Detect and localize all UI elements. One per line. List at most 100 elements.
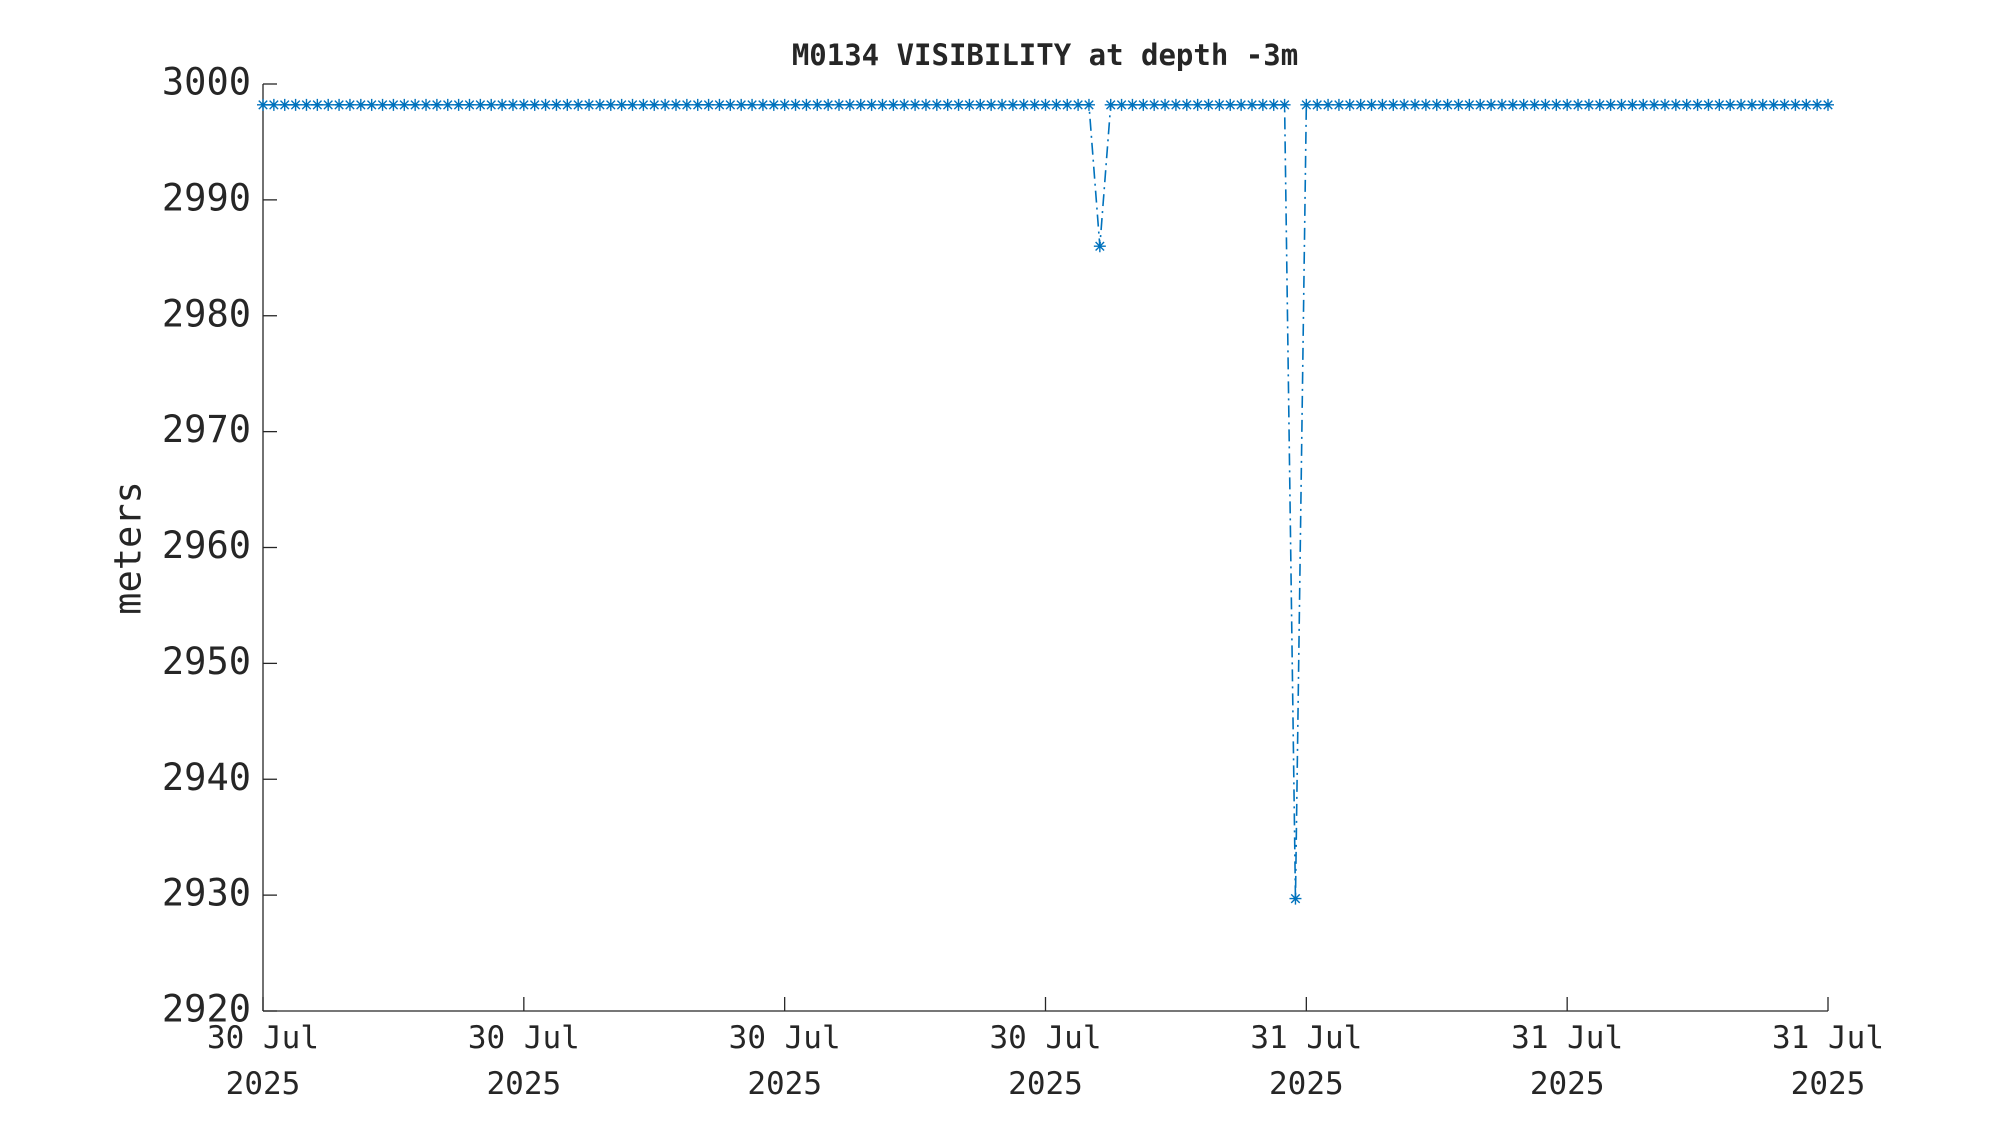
data-point: [887, 98, 900, 111]
data-point: [1811, 98, 1824, 111]
data-point: [1365, 98, 1378, 111]
data-point: [1126, 98, 1139, 111]
x-tick-label-box: 31 Jul 2025: [1250, 1020, 1363, 1102]
data-point: [996, 98, 1009, 111]
data-point: [485, 98, 498, 111]
data-point: [430, 98, 443, 111]
data-point: [1485, 98, 1498, 111]
data-point: [843, 98, 856, 111]
data-point: [822, 98, 835, 111]
data-point: [1441, 98, 1454, 111]
chart-title: M0134 VISIBILITY at depth -3m: [792, 38, 1298, 72]
data-point: [1332, 98, 1345, 111]
data-point: [452, 98, 465, 111]
data-point: [811, 98, 824, 111]
x-tick-label-box: 30 Jul 2025: [468, 1020, 580, 1102]
data-point: [343, 98, 356, 111]
data-point: [1180, 98, 1193, 111]
x-tick-label: 30 Jul 2025: [207, 1020, 319, 1102]
y-tick-label: 2940: [162, 756, 251, 799]
data-point: [648, 98, 661, 111]
data-point: [1778, 98, 1791, 111]
data-point: [289, 98, 302, 111]
data-point: [420, 98, 433, 111]
data-point: [1572, 98, 1585, 111]
data-point: [1648, 98, 1661, 111]
data-point: [865, 98, 878, 111]
data-point: [1517, 98, 1530, 111]
data-point: [1474, 98, 1487, 111]
data-point: [1745, 98, 1758, 111]
y-tick-label: 2960: [162, 524, 251, 567]
data-point: [735, 98, 748, 111]
data-point: [767, 98, 780, 111]
data-point: [322, 98, 335, 111]
data-point: [376, 98, 389, 111]
data-point: [909, 98, 922, 111]
data-point: [1354, 98, 1367, 111]
data-point: [1626, 98, 1639, 111]
data-point: [1822, 98, 1834, 111]
data-point: [702, 98, 715, 111]
data-point: [572, 98, 585, 111]
data-point: [1669, 98, 1682, 111]
data-point: [409, 98, 422, 111]
data-point: [680, 98, 693, 111]
data-point: [1115, 98, 1128, 111]
data-point: [1322, 98, 1335, 111]
data-point: [1495, 98, 1508, 111]
data-point: [854, 98, 867, 111]
data-point: [1398, 98, 1411, 111]
data-point: [637, 98, 650, 111]
data-point: [561, 98, 574, 111]
data-point: [1278, 98, 1291, 111]
data-point: [1267, 98, 1280, 111]
data-point: [876, 98, 889, 111]
data-point: [1104, 98, 1117, 111]
data-point: [1702, 98, 1715, 111]
data-point: [1311, 98, 1324, 111]
y-tick-label: 2920: [162, 988, 251, 1031]
data-point: [919, 98, 932, 111]
data-point: [257, 98, 269, 111]
data-point: [1289, 892, 1302, 905]
data-point: [669, 98, 682, 111]
data-point: [1169, 98, 1182, 111]
data-point: [691, 98, 704, 111]
data-point: [1028, 98, 1041, 111]
data-point: [463, 98, 476, 111]
data-point: [1506, 98, 1519, 111]
data-point: [1137, 98, 1150, 111]
data-point: [441, 98, 454, 111]
data-point: [1082, 98, 1095, 111]
x-tick-label: 30 Jul 2025: [989, 1020, 1102, 1102]
data-point: [604, 98, 617, 111]
data-point: [1061, 98, 1074, 111]
x-tick-label: 31 Jul 2025: [1511, 1020, 1624, 1102]
data-point: [1452, 98, 1465, 111]
x-tick-label-box: 30 Jul 2025: [729, 1020, 841, 1102]
x-tick-label-box: 30 Jul 2025: [989, 1020, 1102, 1102]
data-point: [1691, 98, 1704, 111]
data-point: [583, 98, 596, 111]
data-point: [713, 98, 726, 111]
data-point: [659, 98, 672, 111]
data-point: [746, 98, 759, 111]
data-point: [1430, 98, 1443, 111]
data-point: [1300, 98, 1313, 111]
data-point: [387, 98, 400, 111]
data-point: [626, 98, 639, 111]
x-tick-label-box: 31 Jul 2025: [1511, 1020, 1624, 1102]
data-point: [1050, 98, 1063, 111]
data-point: [354, 98, 367, 111]
x-tick-label-box: 30 Jul 2025: [207, 1020, 319, 1102]
data-point: [1245, 98, 1258, 111]
data-point: [1593, 98, 1606, 111]
data-line: [263, 104, 1828, 899]
data-point: [898, 98, 911, 111]
data-point: [1235, 98, 1248, 111]
x-tick-label: 31 Jul 2025: [1250, 1020, 1363, 1102]
data-point: [1148, 98, 1161, 111]
data-point: [539, 98, 552, 111]
